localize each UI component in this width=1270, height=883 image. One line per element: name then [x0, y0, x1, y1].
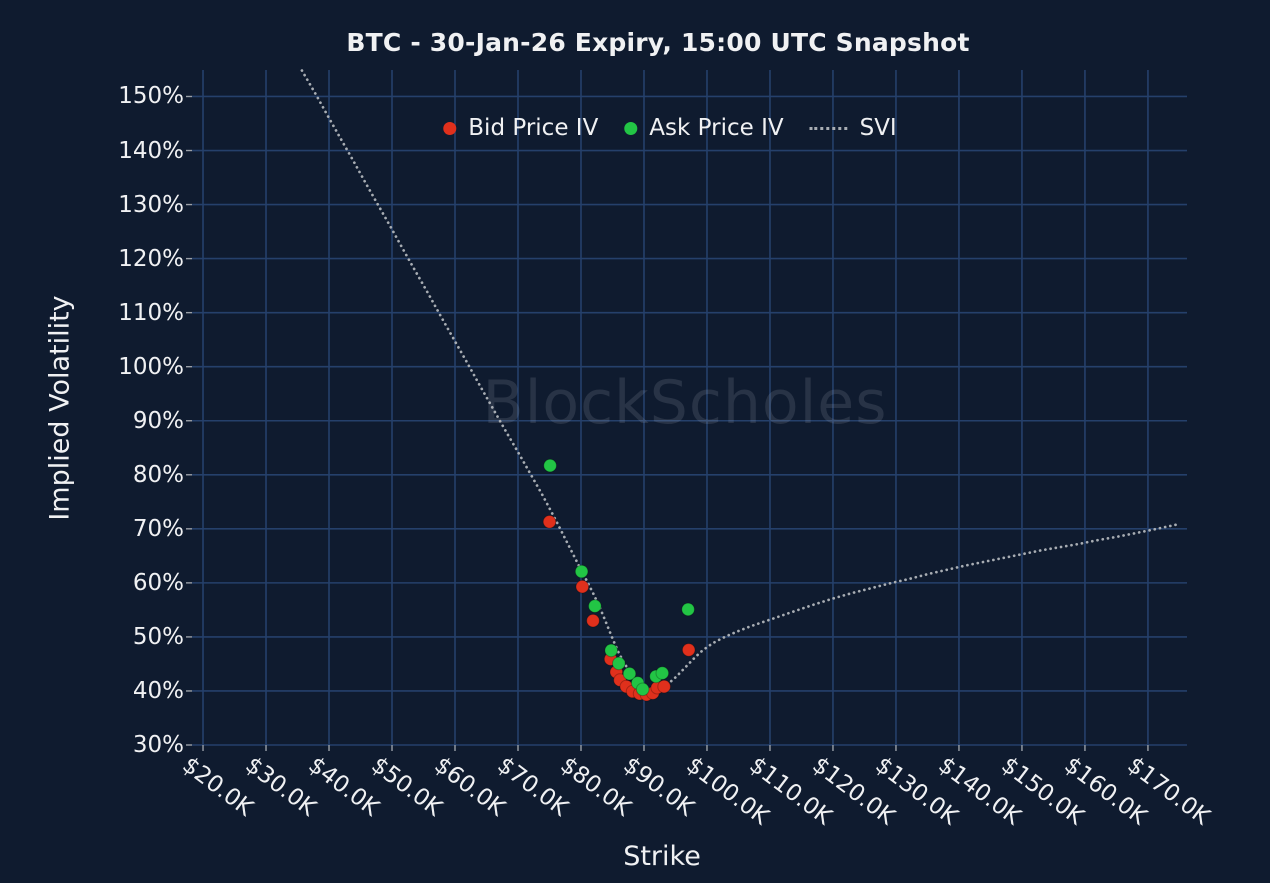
- legend-label-bid: Bid Price IV: [468, 115, 599, 141]
- y-tick-label: 140%: [118, 137, 184, 164]
- svi-dotted-line: [300, 69, 1181, 692]
- y-tick-label: 130%: [118, 191, 184, 218]
- ask-point: [655, 666, 670, 680]
- ask-marker-icon: [624, 121, 638, 135]
- axis-tick-marks: [186, 95, 1149, 751]
- ask-point: [574, 564, 589, 579]
- legend: Bid Price IV Ask Price IV SVI: [443, 115, 897, 141]
- y-tick-label: 150%: [118, 83, 184, 110]
- y-tick-label: 100%: [118, 353, 184, 380]
- bid-point: [586, 613, 600, 628]
- y-tick-label: 80%: [132, 461, 184, 488]
- svi-line-icon: [809, 126, 848, 130]
- ask-point: [612, 656, 626, 671]
- y-tick-label: 120%: [118, 245, 184, 272]
- gridlines: [192, 70, 1187, 746]
- y-tick-label: 50%: [132, 623, 184, 650]
- legend-item-svi: SVI: [809, 115, 897, 141]
- bid-point: [657, 679, 671, 694]
- ask-point: [588, 599, 602, 613]
- ask-point: [622, 666, 637, 681]
- ask-point: [635, 682, 650, 697]
- bid-marker-icon: [443, 121, 457, 135]
- ask-point: [681, 602, 695, 617]
- y-tick-label: 30%: [132, 732, 184, 758]
- legend-item-bid: Bid Price IV: [443, 115, 598, 141]
- chart-title: BTC - 30-Jan-26 Expiry, 15:00 UTC Snapsh…: [346, 28, 970, 57]
- y-tick-label: 90%: [132, 407, 184, 434]
- y-tick-label: 110%: [118, 299, 184, 326]
- ask-point: [543, 458, 557, 473]
- ask-point: [604, 643, 619, 658]
- bid-point: [542, 515, 557, 529]
- y-tick-label: 60%: [132, 569, 184, 596]
- bid-points: [542, 515, 696, 702]
- legend-label-svi: SVI: [859, 115, 897, 141]
- legend-item-ask: Ask Price IV: [624, 115, 784, 141]
- svi-curve: [300, 69, 1181, 692]
- y-tick-label: 70%: [132, 515, 184, 542]
- bid-point: [681, 643, 696, 657]
- bid-point: [575, 579, 590, 594]
- y-tick-label: 40%: [132, 677, 184, 704]
- ask-points: [543, 458, 695, 697]
- legend-label-ask: Ask Price IV: [649, 115, 784, 141]
- x-axis-label: Strike: [623, 841, 701, 872]
